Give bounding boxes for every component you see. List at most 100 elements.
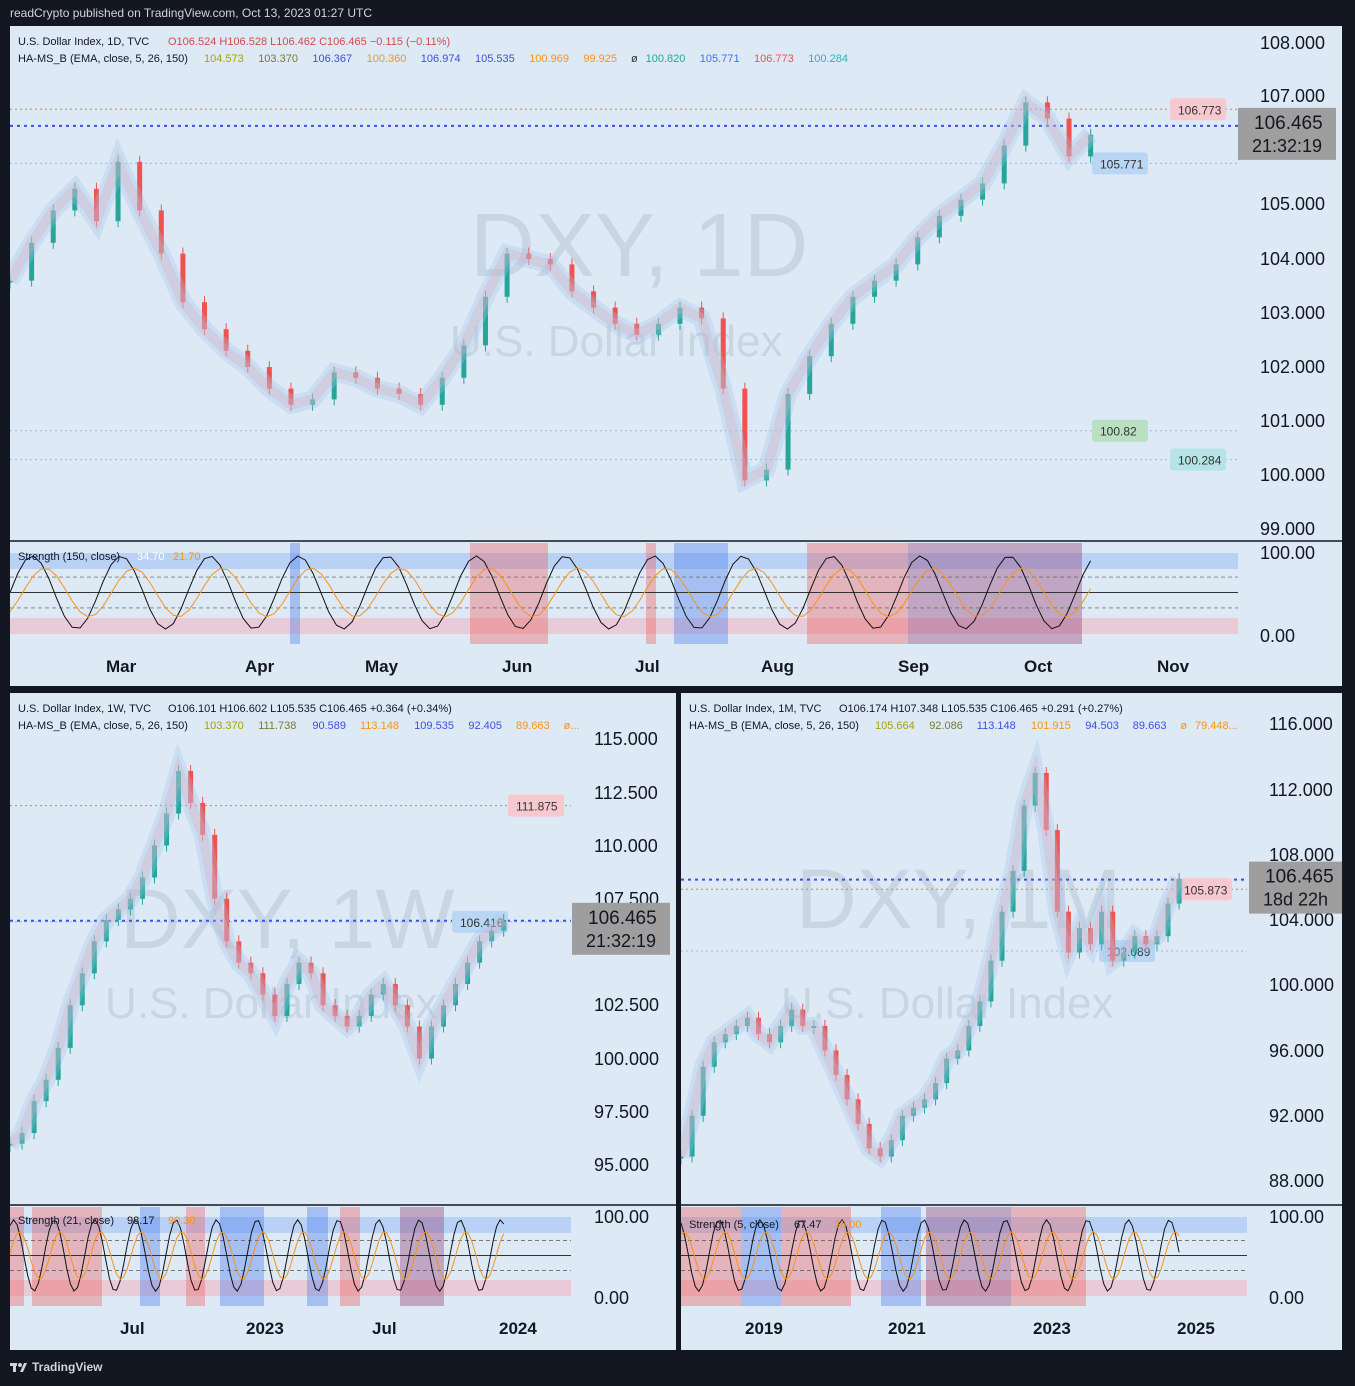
weekly-chart-svg[interactable]: DXY, 1W U.S. Dollar Index 100.000.00111.…: [10, 693, 676, 1350]
y-tick-label: 105.000: [1260, 194, 1325, 214]
candle-body: [260, 973, 266, 995]
daily-chart-panel[interactable]: DXY, 1D U.S. Dollar Index 100.00 0.00 106.…: [10, 26, 1342, 686]
candle-body: [368, 994, 374, 1016]
x-tick-label: Jul: [372, 1319, 397, 1338]
candle-body: [91, 941, 97, 974]
candle-body: [1165, 903, 1171, 937]
strength-lower-band: [10, 618, 1238, 634]
candle-body: [344, 1015, 350, 1027]
strength-zone: [400, 1207, 444, 1306]
y-tick-label: 108.000: [1269, 845, 1334, 865]
indicator-value: 100.360: [367, 53, 407, 65]
candle-body: [223, 329, 229, 351]
candle-body: [428, 1026, 434, 1059]
indicator-value: 103.370: [204, 720, 244, 732]
indicator-value: 89.663: [516, 720, 550, 732]
strength-tick-0: 0.00: [1269, 1288, 1304, 1308]
candle-body: [591, 291, 597, 308]
weekly-header: U.S. Dollar Index, 1W, TVC O106.101 H106…: [18, 703, 579, 732]
candle-body: [164, 813, 170, 846]
daily-strength-v1: 34.70: [137, 551, 165, 563]
footer-brand[interactable]: TradingView: [10, 1360, 102, 1374]
weekly-ohlc: O106.101 H106.602 L105.535 C106.465 +0.3…: [168, 703, 452, 715]
y-tick-label: 100.000: [1260, 465, 1325, 485]
daily-indicator-name: HA-MS_B (EMA, close, 5, 26, 150): [18, 53, 188, 65]
candle-body: [396, 388, 402, 394]
x-tick-label: Jul: [635, 657, 660, 676]
daily-chart-svg[interactable]: DXY, 1D U.S. Dollar Index 100.00 0.00 106.…: [10, 26, 1342, 686]
candle-body: [180, 253, 186, 303]
indicator-value: 101.915: [1031, 720, 1071, 732]
x-tick-label: Jul: [120, 1319, 145, 1338]
monthly-chart-svg[interactable]: DXY, 1M U.S. Dollar Index 100.000.00105.…: [681, 693, 1342, 1350]
candle-body: [733, 1025, 739, 1035]
level-tag-label: 111.875: [516, 800, 558, 814]
candle-body: [785, 394, 791, 470]
candle-body: [767, 1034, 773, 1043]
candle-body: [103, 920, 109, 942]
strength-upper-band: [681, 1217, 1247, 1233]
level-tag-label: 100.284: [1178, 454, 1222, 468]
strength-zone: [926, 1207, 1011, 1306]
candle-body: [681, 1156, 684, 1159]
publisher-line: readCrypto published on TradingView.com,…: [10, 6, 372, 20]
strength-zone: [881, 1207, 921, 1306]
weekly-strength-legend: Strength (21, close) 98.17 90.30: [18, 1215, 196, 1227]
candle-body: [1099, 911, 1105, 945]
x-tick-label: 2023: [246, 1319, 284, 1338]
weekly-chart-panel[interactable]: DXY, 1W U.S. Dollar Index 100.00 0.00 111.…: [10, 693, 676, 1350]
level-tag-label: 106.773: [1178, 103, 1222, 117]
x-tick-label: 2024: [499, 1319, 537, 1338]
price-tag: [1238, 107, 1336, 160]
indicator-value: 106.773: [754, 53, 794, 65]
candle-body: [844, 1074, 850, 1100]
y-tick-label: 102.000: [1260, 357, 1325, 377]
strength-zone: [140, 1207, 160, 1306]
level-tag: [1092, 419, 1148, 442]
candle-body: [980, 183, 986, 200]
y-tick-label: 104.000: [1260, 249, 1325, 269]
candle-body: [722, 1034, 728, 1043]
candle-body: [1066, 118, 1072, 157]
y-tick-label: 112.000: [1269, 780, 1333, 800]
indicator-value: ø...: [564, 720, 580, 732]
candle-body: [224, 898, 230, 942]
level-tag: [1176, 878, 1232, 901]
monthly-chart-panel[interactable]: DXY, 1M U.S. Dollar Index 100.00 0.00 105.…: [681, 693, 1342, 1350]
candle-body: [700, 1066, 706, 1116]
daily-watermark-sub: U.S. Dollar Index: [450, 317, 783, 366]
candle-body: [899, 1115, 905, 1141]
candle-body: [1054, 830, 1060, 912]
candle-body: [288, 388, 294, 405]
x-tick-label: Nov: [1157, 657, 1190, 676]
indicator-value: 100.820: [646, 53, 686, 65]
candle-body: [310, 399, 316, 405]
candle-body: [893, 264, 899, 281]
candle-body: [79, 973, 85, 1006]
candle-body: [833, 1050, 839, 1075]
candle-body: [922, 1099, 928, 1108]
monthly-header: U.S. Dollar Index, 1M, TVC O106.174 H107…: [689, 703, 1238, 732]
candle-body: [944, 1058, 950, 1084]
y-tick-label: 116.000: [1269, 714, 1333, 734]
indicator-value: ø: [631, 53, 638, 65]
weekly-indicator-name: HA-MS_B (EMA, close, 5, 26, 150): [18, 720, 188, 732]
candle-body: [489, 930, 495, 942]
y-tick-label: 100.000: [594, 1049, 659, 1069]
candle-body: [966, 1025, 972, 1051]
candle-body: [1121, 952, 1127, 961]
candle-body: [320, 973, 326, 1006]
strength-tick-0: 0.00: [594, 1288, 629, 1308]
candle-body: [866, 1123, 872, 1149]
daily-watermark: DXY, 1D: [470, 196, 809, 296]
price-tag-value: 106.465: [1265, 867, 1334, 888]
y-tick-label: 108.000: [1260, 33, 1325, 53]
candle-body: [634, 323, 640, 335]
candle-body: [380, 983, 386, 995]
candle-body: [139, 877, 145, 899]
candle-body: [1076, 928, 1082, 953]
monthly-symbol-name: U.S. Dollar Index, 1M, TVC: [689, 703, 822, 715]
candle-body: [1088, 928, 1094, 945]
candle-body: [31, 1101, 37, 1134]
candle-body: [955, 1050, 961, 1059]
